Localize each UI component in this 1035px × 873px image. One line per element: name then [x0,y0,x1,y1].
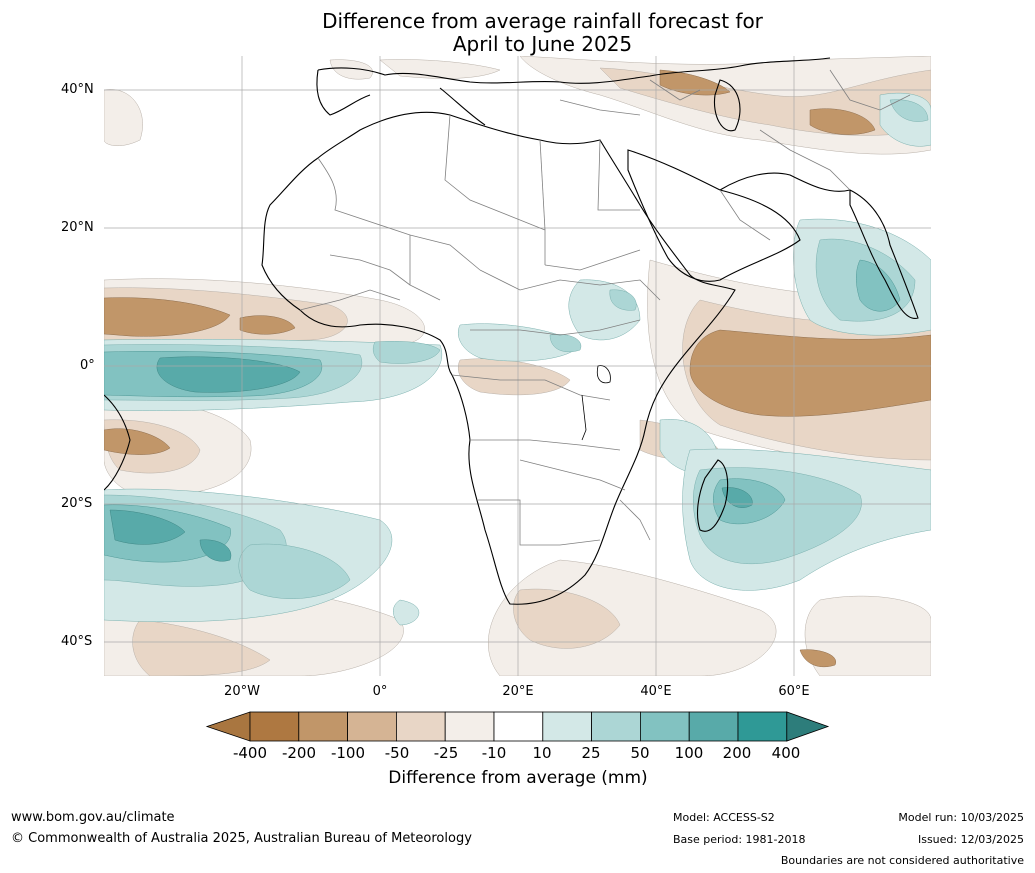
coastlines [104,57,919,605]
footer-disclaimer: Boundaries are not considered authoritat… [780,854,1024,867]
colorbar-segment [591,711,641,742]
colorbar-segment [444,711,495,742]
colorbar-tick-label: -200 [281,744,317,762]
lat-label-40n: 40°N [61,82,94,97]
lon-label-20e: 20°E [502,684,534,699]
lon-label-60e: 60°E [778,684,810,699]
lat-label-40s: 40°S [61,634,93,649]
colorbar-title: Difference from average (mm) [388,768,648,788]
colorbar-segment [249,711,300,742]
map-frame [104,56,931,676]
lat-label-0: 0° [80,358,95,373]
colorbar-segment [395,711,446,742]
title-line-1: Difference from average rainfall forecas… [322,9,763,33]
colorbar-segment [298,711,348,742]
lakes [581,365,611,441]
dry-strong-regions [104,69,931,668]
lon-label-20w: 20°W [224,684,260,699]
footer-copyright: © Commonwealth of Australia 2025, Austra… [11,831,472,846]
colorbar-tick-label: 100 [674,744,704,762]
colorbar-tick-label: -10 [481,744,507,762]
footer-issued: Issued: 12/03/2025 [917,833,1024,846]
lat-label-20s: 20°S [61,496,93,511]
colorbar-segment [542,711,592,742]
colorbar-tick-label: -100 [330,744,366,762]
colorbar-segment [493,711,544,742]
colorbar-tick-label: -400 [232,744,268,762]
country-borders [299,69,911,546]
colorbar-tick-label: -50 [384,744,410,762]
footer-website: www.bom.gov.au/climate [11,810,175,825]
lon-label-0: 0° [372,684,388,699]
colorbar-tick-label: 400 [771,744,801,762]
map-title: Difference from average rainfall forecas… [0,10,1035,56]
colorbar-tick-label: 200 [722,744,752,762]
colorbar-left-arrow [205,711,251,742]
title-line-2: April to June 2025 [452,32,633,56]
colorbar-segment [737,711,788,742]
footer-base-period: Base period: 1981-2018 [673,833,806,846]
colorbar-tick-label: 10 [532,744,552,762]
lat-label-20n: 20°N [61,220,94,235]
colorbar-tick-label: -25 [433,744,459,762]
colorbar-segment [688,711,739,742]
colorbar-segment [640,711,690,742]
lon-label-40e: 40°E [640,684,672,699]
colorbar-tick-label: 25 [581,744,601,762]
colorbar-tick-label: 50 [630,744,650,762]
footer-model: Model: ACCESS-S2 [673,811,775,824]
colorbar-segment [347,711,397,742]
footer-model-run: Model run: 10/03/2025 [898,811,1024,824]
colorbar [205,711,830,742]
colorbar-right-arrow [786,711,830,742]
